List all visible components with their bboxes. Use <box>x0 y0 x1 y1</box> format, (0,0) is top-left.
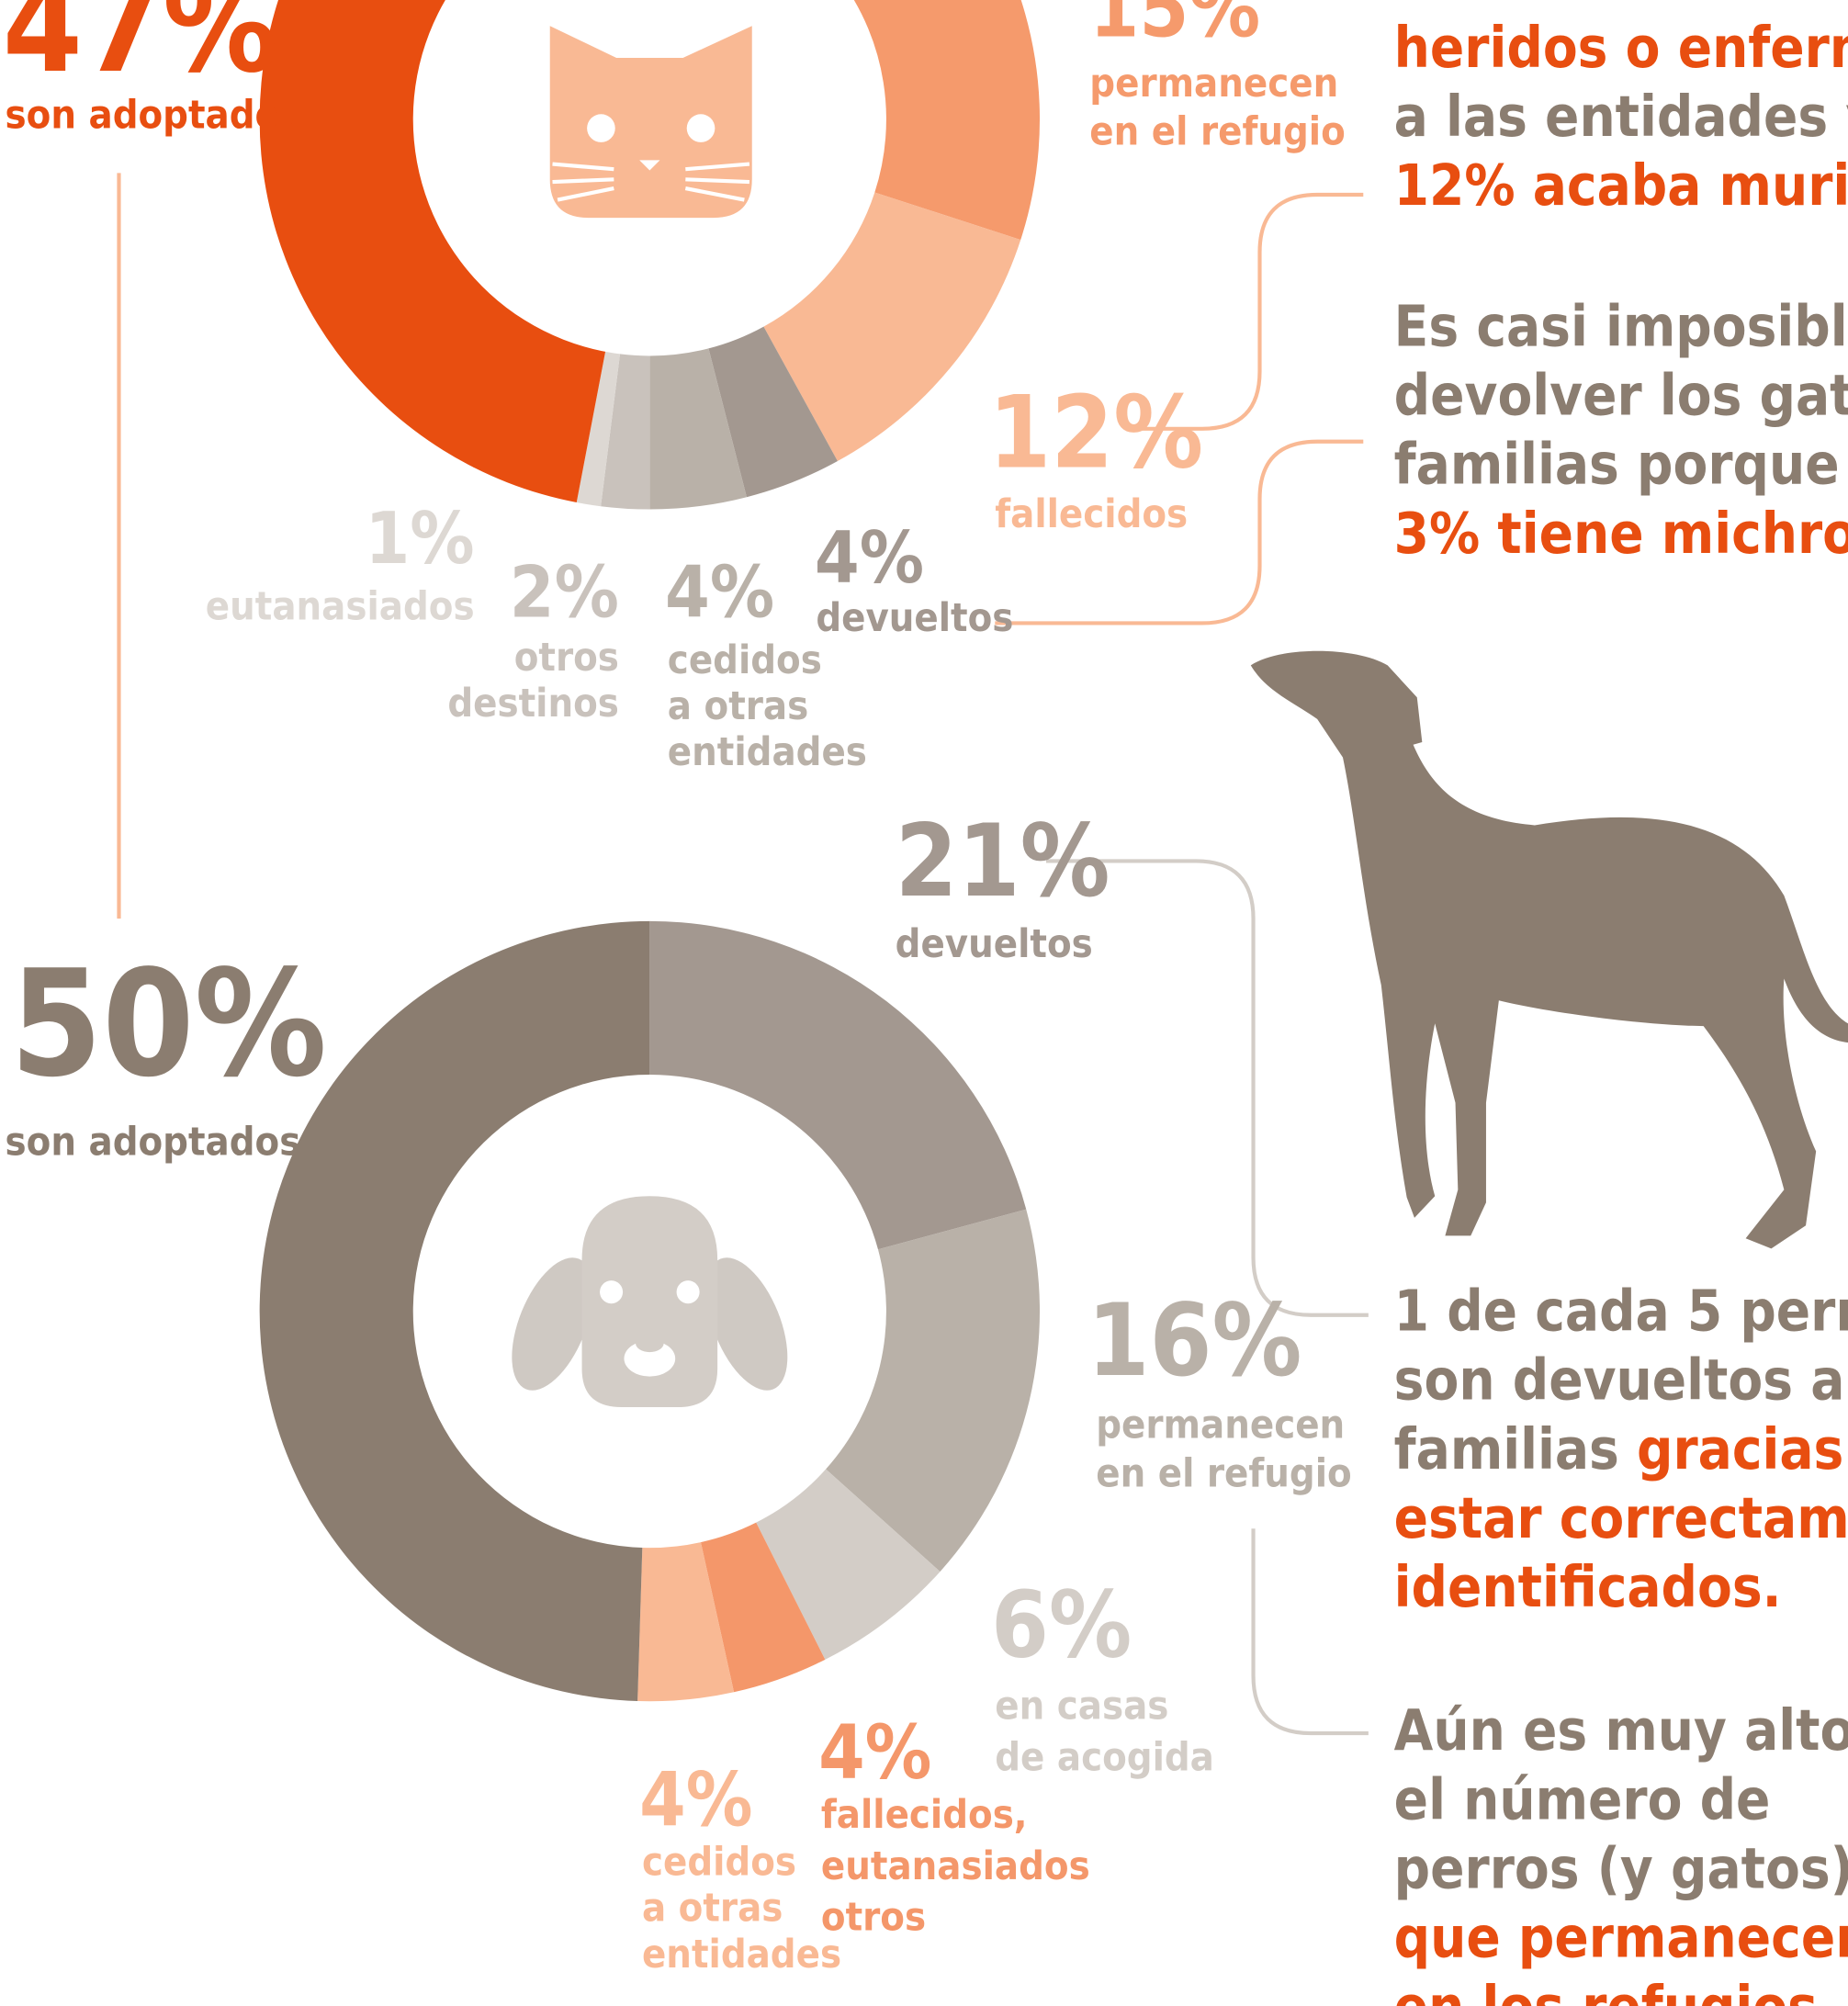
donut-segment <box>649 920 1027 1250</box>
note-text: 3% tiene michrochip. <box>1394 502 1848 567</box>
donut-segment <box>853 0 1041 241</box>
category-label: otros destinos <box>447 635 619 727</box>
note-line: en los refugios <box>1394 1975 1818 2006</box>
donut-segment <box>763 192 1021 462</box>
note-line: el número de <box>1394 1767 1771 1832</box>
donut-chart: 15% permanecen en el refugio 12%fallecidos 4… <box>3 0 1346 775</box>
category-label: son adoptados <box>6 1120 301 1166</box>
value-label: 6% <box>991 1572 1132 1679</box>
note-text: Es casi imposible <box>1394 294 1848 359</box>
note-text: identificados. <box>1394 1555 1782 1620</box>
category-label: permanecen en el refugio <box>1096 1402 1351 1496</box>
note-line: devolver los gatos a s <box>1394 364 1848 429</box>
value-label: 21% <box>896 803 1110 919</box>
donut-segment <box>708 326 838 498</box>
value-label: 50% <box>10 938 327 1110</box>
note-line: 1 de cada 5 perros <box>1394 1279 1848 1344</box>
category-label: eutanasiados <box>206 583 475 629</box>
note-line: familias gracias a <box>1394 1417 1848 1482</box>
connectors <box>117 173 1369 1736</box>
note-text: Aún es muy alto <box>1394 1698 1848 1764</box>
note-line: Es casi imposible <box>1394 294 1848 359</box>
donut-segment <box>826 1209 1041 1572</box>
note-line: 3% tiene michrochip. <box>1394 502 1848 567</box>
donut-segment <box>259 0 606 503</box>
donut-segment <box>637 1542 735 1702</box>
note-text: en los refugios <box>1394 1975 1818 2006</box>
connector <box>1251 1528 1369 1736</box>
value-label: 4% <box>665 551 774 634</box>
category-label: en casas de acogida <box>995 1684 1214 1781</box>
note-text: devolver los gatos a s <box>1394 364 1848 429</box>
note-text: son devueltos a sus <box>1394 1348 1848 1414</box>
note-text: el número de <box>1394 1767 1771 1832</box>
category-label: devueltos <box>896 921 1093 967</box>
note-line: perros (y gatos) <box>1394 1837 1848 1902</box>
note-text: que permanecen <box>1394 1906 1848 1971</box>
note-line: estar correctamente <box>1394 1486 1848 1551</box>
note-line: 12% acaba muriendo. <box>1394 153 1848 219</box>
note-text: a las entidades y un <box>1394 85 1848 150</box>
note-text: gracias a <box>1637 1417 1848 1482</box>
value-label: 4% <box>639 1757 752 1843</box>
donut-chart: 21%devueltos 16%permanecen en el refugio 6%… <box>6 803 1352 1978</box>
value-label: 4% <box>818 1710 931 1797</box>
note-text: 1 de cada 5 perros <box>1394 1279 1848 1344</box>
value-label: 15% <box>1089 0 1260 55</box>
note-line: heridos o enfermos <box>1394 16 1848 81</box>
category-label: permanecen en el refugio <box>1089 61 1345 155</box>
note-text: heridos o enfermos <box>1394 16 1848 81</box>
value-label: 12% <box>988 375 1203 491</box>
note-line: identificados. <box>1394 1555 1782 1620</box>
value-label: 16% <box>1087 1282 1302 1399</box>
connector <box>1138 192 1364 431</box>
note-text: 12% acaba muriendo. <box>1394 153 1848 219</box>
note-text: estar correctamente <box>1394 1486 1848 1551</box>
donut-segment <box>259 920 650 1702</box>
note-line: a las entidades y un <box>1394 85 1848 150</box>
note-line: Aún es muy alto <box>1394 1698 1848 1764</box>
category-label: fallecidos <box>995 491 1188 537</box>
note-text: familias <box>1394 1417 1637 1482</box>
donut-segment <box>700 1522 826 1693</box>
note-text: perros (y gatos) <box>1394 1837 1848 1902</box>
dog-silhouette <box>1250 650 1848 1249</box>
category-label: devueltos <box>816 595 1013 641</box>
donut-segment <box>576 351 621 507</box>
value-label: 2% <box>510 551 619 634</box>
donut-segment <box>601 354 650 510</box>
donut-segment <box>649 348 747 510</box>
connector <box>995 439 1364 625</box>
note-line: que permanecen <box>1394 1906 1848 1971</box>
note-text: familias porque solo e <box>1394 433 1848 498</box>
category-label: fallecidos, eutanasiados otros <box>821 1792 1090 1940</box>
note-line: son devueltos a sus <box>1394 1348 1848 1414</box>
note-line: familias porque solo e <box>1394 433 1848 498</box>
value-label: 47% <box>3 0 278 101</box>
connector <box>1045 859 1369 1317</box>
value-label: 1% <box>365 498 474 580</box>
category-label: son adoptados <box>6 93 301 139</box>
donut-segment <box>756 1469 941 1660</box>
cat-icon <box>549 26 752 219</box>
value-label: 4% <box>815 517 924 600</box>
category-label: cedidos a otras entidades <box>642 1840 841 1978</box>
dog-icon <box>512 1196 788 1407</box>
category-label: cedidos a otras entidades <box>668 637 867 775</box>
